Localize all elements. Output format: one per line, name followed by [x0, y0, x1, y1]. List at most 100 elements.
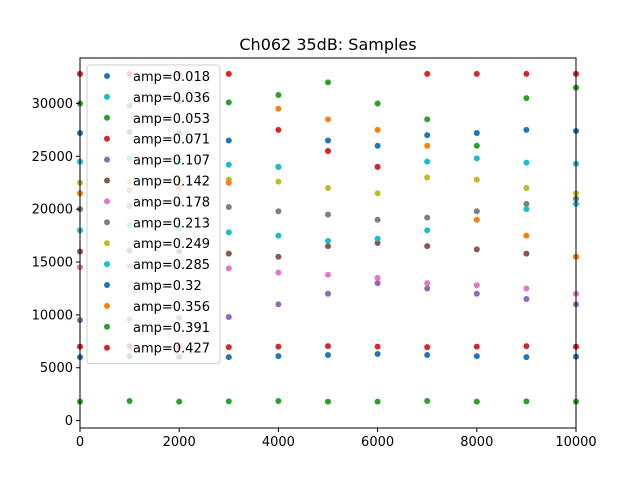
data-point: [126, 398, 133, 405]
data-point: [523, 95, 530, 102]
data-point: [523, 70, 530, 77]
legend-marker: [104, 344, 110, 351]
data-point: [374, 343, 381, 350]
legend-marker: [104, 177, 110, 184]
data-point: [523, 185, 530, 192]
legend-label: amp=0.107: [133, 154, 210, 169]
legend-marker: [104, 156, 110, 163]
data-point: [325, 185, 331, 192]
data-point: [225, 179, 232, 186]
x-tick-label: 2000: [163, 435, 196, 450]
data-point: [325, 148, 331, 155]
data-point: [275, 92, 282, 98]
data-point: [275, 208, 282, 215]
legend-marker: [104, 114, 110, 121]
points-layer: [77, 70, 579, 405]
legend-label: amp=0.213: [133, 216, 210, 231]
data-point: [424, 174, 431, 181]
data-point: [374, 240, 381, 246]
legend-marker: [104, 135, 110, 142]
data-point: [473, 176, 480, 183]
data-point: [523, 200, 530, 207]
data-point: [424, 344, 431, 351]
data-point: [424, 352, 431, 359]
data-point: [225, 70, 232, 77]
data-point: [325, 243, 331, 250]
legend-marker: [104, 93, 110, 100]
data-point: [374, 216, 381, 223]
legend-marker: [104, 261, 110, 268]
data-point: [473, 343, 480, 350]
data-point: [374, 163, 381, 170]
data-point: [523, 232, 530, 239]
y-tick-label: 20000: [32, 203, 73, 218]
data-point: [225, 250, 232, 257]
data-point: [325, 211, 331, 218]
data-point: [424, 280, 431, 287]
legend-label: amp=0.391: [133, 321, 210, 336]
legend-label: amp=0.249: [133, 237, 210, 252]
data-point: [275, 253, 282, 260]
data-point: [424, 158, 431, 165]
data-point: [523, 285, 530, 292]
x-tick-label: 0: [76, 435, 84, 450]
data-point: [424, 285, 431, 292]
data-point: [325, 79, 331, 86]
data-point: [473, 130, 480, 137]
data-point: [473, 155, 480, 162]
data-point: [325, 271, 331, 278]
data-point: [225, 204, 232, 211]
legend-label: amp=0.285: [133, 258, 210, 273]
data-point: [473, 282, 480, 289]
data-point: [225, 99, 232, 106]
legend-label: amp=0.356: [133, 300, 210, 315]
legend-label: amp=0.071: [133, 133, 210, 148]
legend-marker: [104, 282, 110, 288]
y-tick-label: 30000: [32, 97, 73, 112]
legend-marker: [104, 198, 110, 205]
data-point: [325, 343, 331, 350]
data-point: [523, 343, 530, 350]
legend-label: amp=0.036: [133, 91, 210, 106]
data-point: [325, 116, 331, 123]
data-point: [424, 243, 431, 250]
data-point: [523, 206, 530, 213]
data-point: [225, 344, 232, 351]
data-point: [325, 398, 331, 405]
data-point: [275, 353, 282, 360]
data-point: [374, 126, 381, 133]
legend-label: amp=0.32: [133, 279, 202, 294]
data-point: [523, 398, 530, 405]
data-point: [424, 227, 431, 234]
data-point: [275, 269, 282, 276]
data-point: [325, 352, 331, 359]
data-point: [275, 126, 282, 133]
legend-box: [86, 64, 221, 365]
data-point: [275, 343, 282, 350]
data-point: [473, 70, 480, 77]
plot-frame: [79, 57, 577, 429]
legend-label: amp=0.178: [133, 195, 210, 210]
y-tick-label: 25000: [32, 150, 73, 165]
y-tick-label: 5000: [40, 361, 73, 376]
x-tick-label: 10000: [555, 435, 596, 450]
data-point: [275, 178, 282, 185]
data-point: [225, 137, 232, 144]
series-amp=0.107: [77, 280, 579, 324]
legend: amp=0.018 amp=0.036 amp=0.053 amp=0.071 amp=…: [86, 64, 221, 365]
data-point: [424, 214, 431, 221]
data-point: [225, 398, 232, 405]
data-point: [374, 274, 381, 281]
data-point: [473, 398, 480, 405]
legend-label: amp=0.053: [133, 112, 210, 127]
data-point: [424, 116, 431, 123]
legend-label: amp=0.018: [133, 70, 210, 85]
data-point: [473, 353, 480, 360]
data-point: [424, 398, 431, 405]
data-point: [275, 301, 282, 308]
data-point: [374, 351, 381, 357]
data-point: [374, 100, 381, 107]
data-point: [225, 161, 232, 168]
data-point: [374, 398, 381, 405]
